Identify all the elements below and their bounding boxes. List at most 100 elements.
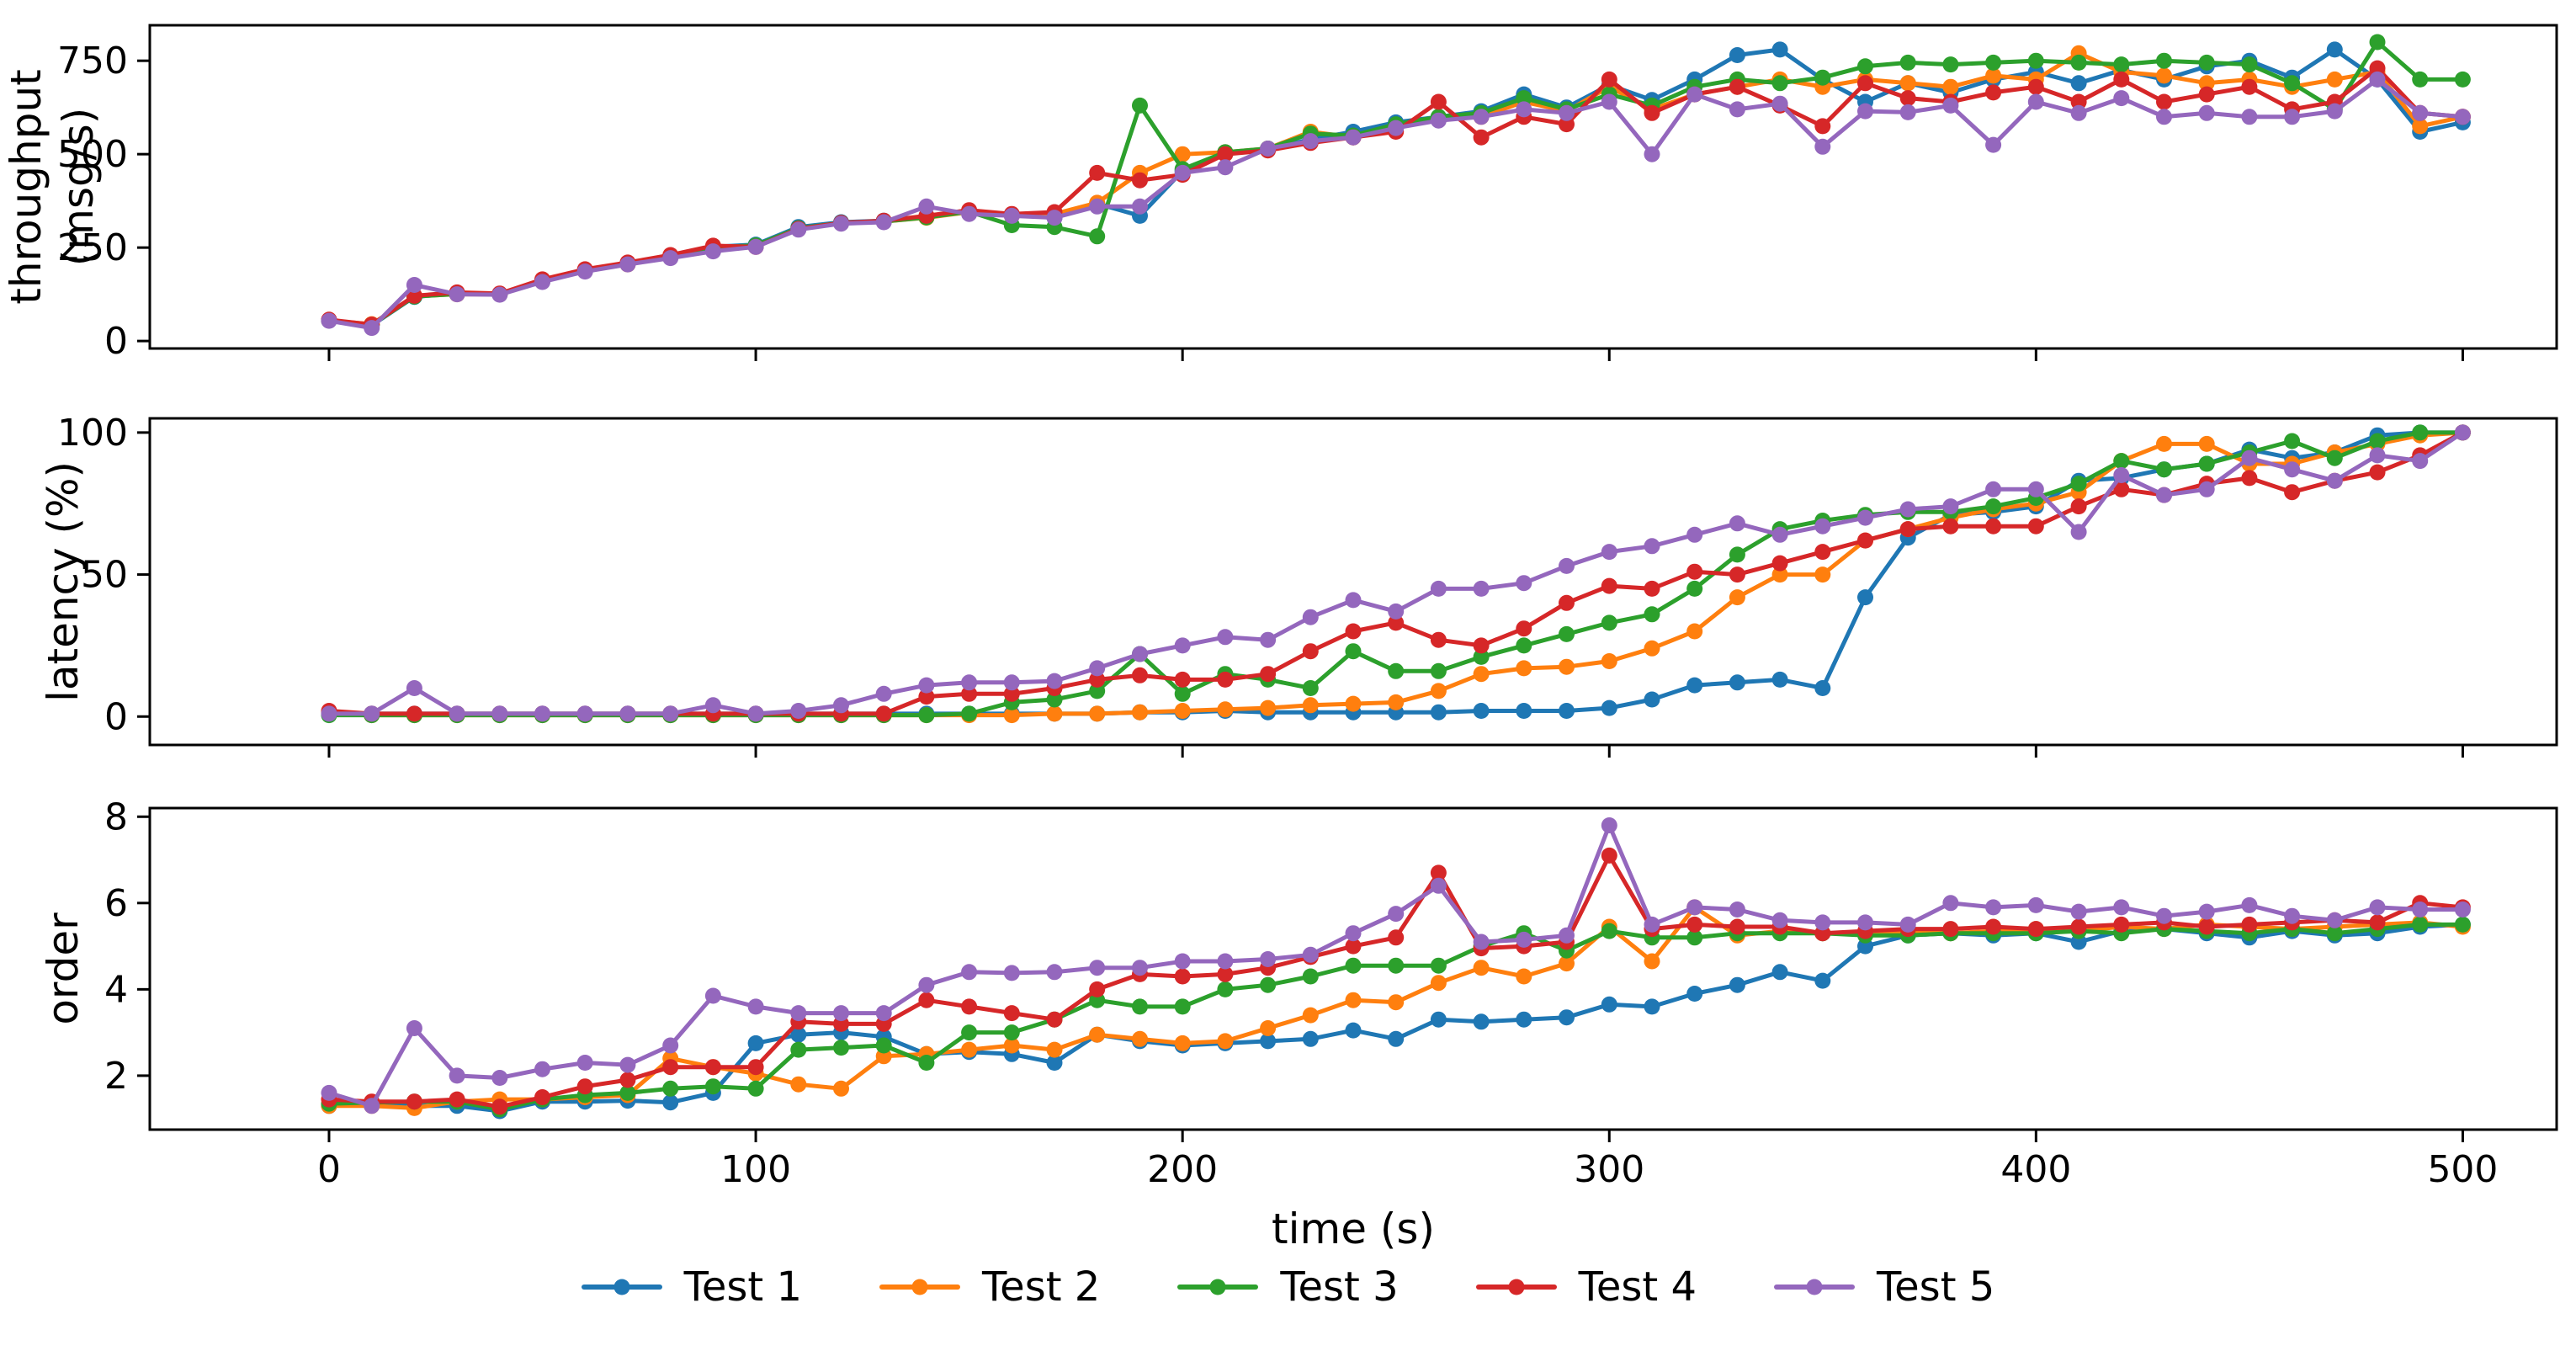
data-point-marker xyxy=(1174,953,1191,970)
data-point-marker xyxy=(1132,172,1148,189)
data-point-marker xyxy=(704,1078,721,1095)
y-tick-label: 500 xyxy=(57,133,128,176)
x-tick-label: 500 xyxy=(2427,1148,2498,1191)
data-point-marker xyxy=(1601,996,1617,1013)
data-point-marker xyxy=(534,1061,550,1077)
data-point-marker xyxy=(1174,1035,1191,1051)
data-point-marker xyxy=(2113,899,2130,916)
data-point-marker xyxy=(1046,673,1063,689)
data-point-marker xyxy=(790,1026,807,1043)
data-point-marker xyxy=(790,1076,807,1093)
data-point-marker xyxy=(364,705,380,722)
data-point-marker xyxy=(2412,916,2429,933)
data-point-marker xyxy=(1302,643,1319,660)
data-point-marker xyxy=(1686,580,1703,597)
y-tick-label: 50 xyxy=(81,554,128,597)
data-point-marker xyxy=(1644,538,1660,555)
data-point-marker xyxy=(1302,133,1319,150)
legend-item-test5: Test 5 xyxy=(1773,1267,1994,1307)
data-point-marker xyxy=(1857,509,1873,526)
data-point-marker xyxy=(1132,667,1148,683)
data-point-marker xyxy=(1046,705,1063,722)
data-point-marker xyxy=(1814,138,1831,155)
data-point-marker xyxy=(1559,1009,1575,1026)
data-point-marker xyxy=(1089,164,1106,181)
data-point-marker xyxy=(747,1035,764,1051)
data-point-marker xyxy=(406,1093,422,1110)
x-tick-label: 300 xyxy=(1574,1148,1644,1191)
data-point-marker xyxy=(2369,447,2386,464)
y-tick-label: 6 xyxy=(104,882,128,925)
data-point-marker xyxy=(1174,164,1191,181)
data-point-marker xyxy=(961,964,978,981)
y-axis-label: latency (%) xyxy=(39,461,88,702)
data-point-marker xyxy=(406,705,422,722)
axes-frame xyxy=(148,417,2558,747)
data-point-marker xyxy=(1601,544,1617,561)
legend-item-test4: Test 4 xyxy=(1475,1267,1697,1307)
data-point-marker xyxy=(2070,54,2087,71)
data-point-marker xyxy=(2070,498,2087,515)
data-point-marker xyxy=(1003,685,1020,702)
data-point-marker xyxy=(2027,896,2044,913)
data-point-marker xyxy=(1089,960,1106,976)
data-point-marker xyxy=(790,1005,807,1022)
data-point-marker xyxy=(1089,228,1106,245)
data-point-marker xyxy=(1985,54,2002,71)
data-point-marker xyxy=(321,705,337,722)
data-point-marker xyxy=(576,705,593,722)
data-point-marker xyxy=(2113,90,2130,107)
data-point-marker xyxy=(1260,976,1277,993)
y-axis-label: (msg/s) xyxy=(54,108,103,266)
data-point-marker xyxy=(1644,146,1660,162)
data-point-marker xyxy=(1942,97,1959,114)
data-point-marker xyxy=(2241,896,2258,913)
data-point-marker xyxy=(2241,56,2258,73)
data-point-marker xyxy=(2241,470,2258,487)
data-point-marker xyxy=(1771,912,1788,928)
data-point-marker xyxy=(1899,521,1916,538)
data-point-marker xyxy=(1473,648,1490,665)
data-point-marker xyxy=(1729,902,1745,918)
data-point-marker xyxy=(1985,918,2002,935)
data-point-marker xyxy=(2156,435,2172,452)
data-point-marker xyxy=(491,705,508,722)
data-point-marker xyxy=(1132,198,1148,215)
data-point-marker xyxy=(2113,56,2130,73)
series-line xyxy=(327,922,2465,1112)
data-point-marker xyxy=(1217,159,1234,176)
data-point-marker xyxy=(619,1072,636,1088)
data-point-marker xyxy=(1644,916,1660,933)
data-point-marker xyxy=(1388,694,1405,710)
data-point-marker xyxy=(1601,577,1617,594)
data-point-marker xyxy=(875,214,892,231)
data-point-marker xyxy=(1388,662,1405,679)
data-point-marker xyxy=(918,707,935,724)
data-point-marker xyxy=(1174,671,1191,688)
data-point-marker xyxy=(790,703,807,719)
data-point-marker xyxy=(534,274,550,290)
data-point-marker xyxy=(2326,41,2343,58)
data-point-marker xyxy=(2198,54,2215,71)
data-point-marker xyxy=(2326,472,2343,489)
data-point-marker xyxy=(576,263,593,280)
data-point-marker xyxy=(1771,526,1788,543)
subplot-latency: 0 50 100 latency (%) xyxy=(39,412,2558,758)
data-point-marker xyxy=(704,987,721,1004)
data-point-marker xyxy=(1729,546,1745,563)
data-point-marker xyxy=(2326,912,2343,928)
data-point-marker xyxy=(1899,104,1916,120)
data-point-marker xyxy=(1089,705,1106,722)
data-point-marker xyxy=(1046,210,1063,226)
data-point-marker xyxy=(1516,931,1532,948)
data-point-marker xyxy=(2412,902,2429,918)
data-point-marker xyxy=(1046,1055,1063,1071)
data-point-marker xyxy=(662,1080,679,1097)
data-point-marker xyxy=(1686,563,1703,580)
data-point-marker xyxy=(2027,481,2044,497)
data-point-marker xyxy=(1771,95,1788,112)
legend-label: Test 3 xyxy=(1280,1263,1399,1311)
